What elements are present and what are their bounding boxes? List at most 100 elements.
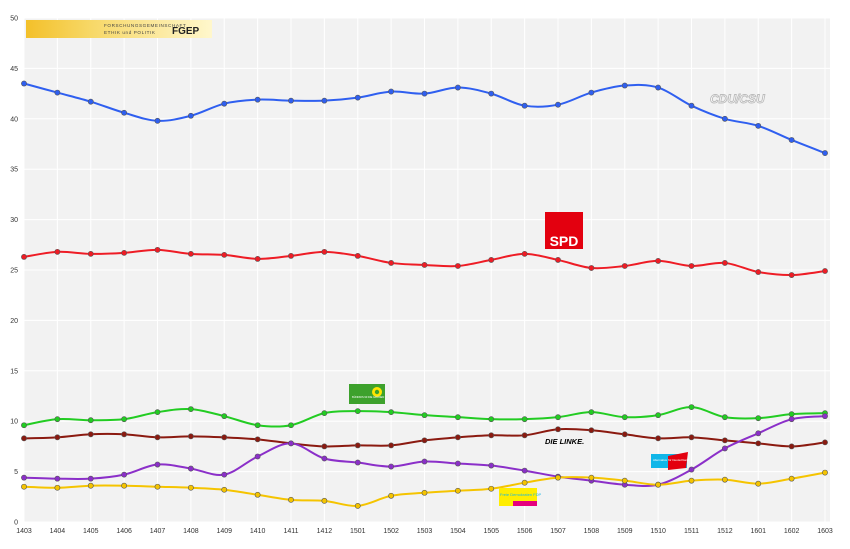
data-point [621,263,628,269]
afd-logo: Alternative für Deutschland [651,452,689,470]
data-point [721,437,728,444]
data-point [688,263,695,269]
data-point [254,491,261,498]
data-point [154,409,161,416]
x-tick-label: 1404 [50,528,66,535]
data-point [121,431,128,438]
data-point [221,486,228,493]
x-tick-label: 1507 [550,528,566,535]
data-point [154,483,161,490]
data-point [54,416,61,423]
data-point [555,257,561,263]
data-point [454,84,461,91]
y-tick-label: 20 [10,318,18,325]
data-point [421,489,428,496]
gruene-label: BÜNDNIS 90 DIE GRÜNEN [352,395,384,399]
data-point [121,249,128,256]
data-point [454,263,461,269]
data-point [555,474,561,481]
data-point [288,496,294,503]
data-point [187,484,194,491]
x-tick-label: 1503 [417,528,433,535]
data-point [822,150,828,156]
x-tick-label: 1409 [216,528,232,535]
data-point [54,484,61,491]
data-point [822,469,828,476]
cdu-csu-logo: CDU/CSU [710,92,766,107]
data-point [788,475,795,482]
data-point [688,102,695,109]
data-point [421,437,428,444]
data-point [87,417,94,424]
data-point [354,408,361,415]
data-point [788,411,795,418]
y-axis-ticks: 0 5 10 15 20 25 30 35 40 45 50 [10,16,18,527]
data-point [354,94,361,101]
data-point [288,97,294,104]
data-point [288,440,294,447]
data-point [755,122,762,129]
data-point [521,432,528,439]
data-point [521,250,528,257]
data-point [388,492,395,499]
data-point [421,262,428,268]
data-point [21,483,27,490]
data-point [254,453,261,460]
data-point [621,431,628,438]
data-point [388,442,395,449]
data-point [321,97,328,104]
data-point [54,434,61,441]
fdp-logo: Freie Demokraten FDP [499,488,541,506]
x-tick-label: 1501 [350,528,366,535]
data-point [388,463,395,470]
data-point [321,248,328,255]
y-tick-label: 25 [10,268,18,275]
data-point [354,502,361,509]
data-point [755,480,762,487]
data-point [655,258,662,264]
data-point [187,465,194,472]
data-point [388,409,395,416]
data-point [221,434,228,441]
data-point [755,269,762,275]
data-point [521,467,528,474]
data-point [288,422,294,429]
data-point [755,440,762,447]
data-point [588,89,595,96]
data-point [521,102,528,109]
data-point [388,88,395,95]
y-tick-label: 45 [10,66,18,73]
data-point [488,257,495,263]
y-tick-label: 50 [10,16,18,23]
data-point [21,80,27,87]
data-point [822,268,828,274]
data-point [87,475,94,482]
data-point [354,252,361,259]
data-point [121,482,128,489]
data-point [321,497,328,504]
data-point [655,435,662,442]
data-point [788,272,795,278]
data-point [254,256,261,262]
x-axis-ticks: 1403 1404 1405 1406 1407 1408 1409 1410 1411 1412… [16,528,833,535]
data-point [588,265,595,271]
y-tick-label: 5 [14,469,18,476]
data-point [87,98,94,105]
data-point [521,416,528,423]
x-tick-label: 1403 [16,528,32,535]
x-tick-label: 1510 [650,528,666,535]
logo-line1: FORSCHUNGSGEMEINSCHAFT [104,23,186,28]
data-point [555,426,561,433]
x-tick-label: 1602 [784,528,800,535]
data-point [154,246,161,253]
data-point [21,474,27,481]
y-tick-label: 10 [10,419,18,426]
x-tick-label: 1408 [183,528,199,535]
linke-logo: DIE LINKE. [545,437,584,446]
data-point [87,431,94,438]
x-tick-label: 1509 [617,528,633,535]
data-point [721,260,728,266]
data-point [555,101,561,108]
data-point [688,477,695,484]
data-point [721,445,728,452]
